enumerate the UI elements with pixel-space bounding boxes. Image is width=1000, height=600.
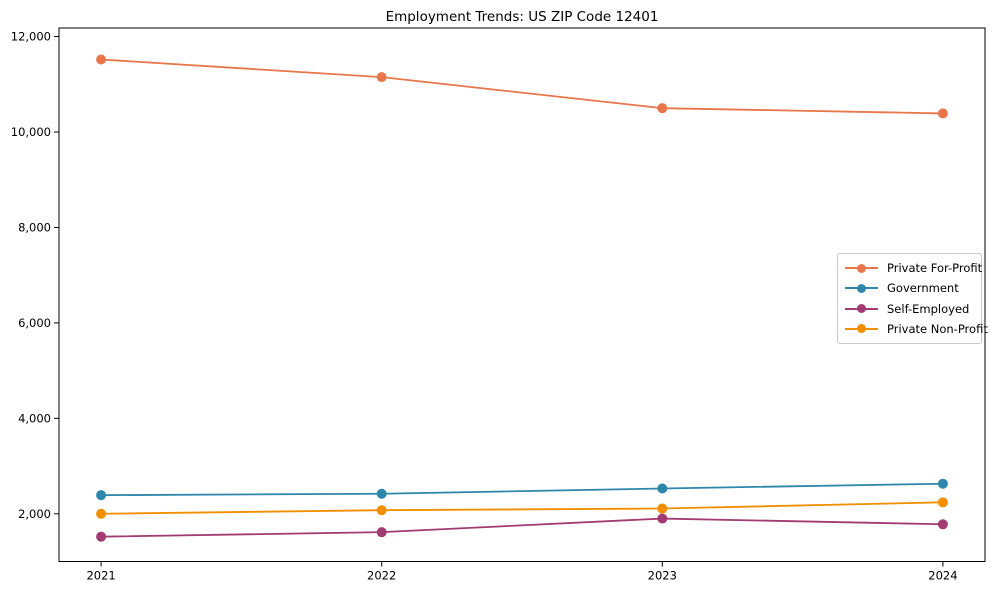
legend-label: Private For-Profit [887, 261, 983, 276]
data-point-private-for-profit-2021 [96, 54, 107, 65]
y-axis-tick-label: 4,000 [18, 411, 51, 425]
legend-label: Self-Employed [887, 301, 970, 316]
x-axis-tick-label: 2022 [367, 569, 396, 583]
legend-marker-self-employed [845, 303, 878, 314]
data-point-self-employed-2024 [937, 519, 948, 530]
series-line-government [101, 482, 943, 497]
legend-item-government: Government [845, 278, 977, 298]
data-point-government-2024 [937, 478, 948, 489]
x-axis-tick-label: 2024 [928, 569, 957, 583]
data-point-self-employed-2023 [657, 513, 668, 524]
y-axis-tick-label: 8,000 [18, 220, 51, 234]
x-axis-tick-label: 2021 [86, 569, 115, 583]
data-point-private-for-profit-2024 [937, 108, 948, 119]
legend-dot-swatch [857, 304, 866, 314]
legend-label: Government [887, 281, 959, 296]
data-point-private-for-profit-2023 [657, 103, 668, 114]
legend-dot-swatch [857, 324, 866, 334]
y-axis-tick-label: 2,000 [18, 507, 51, 521]
legend-marker-private-non-profit [845, 323, 878, 334]
legend-dot-swatch [857, 283, 866, 293]
data-point-self-employed-2021 [96, 531, 107, 542]
data-point-private-for-profit-2022 [376, 72, 387, 83]
plot-border [58, 27, 986, 562]
legend-marker-private-for-profit [845, 263, 878, 274]
data-point-government-2022 [376, 488, 387, 499]
y-axis-tick-label: 10,000 [11, 125, 51, 139]
data-point-government-2021 [96, 490, 107, 501]
y-axis-tick-label: 12,000 [11, 30, 51, 44]
legend-dot-swatch [857, 263, 866, 273]
chart-title: Employment Trends: US ZIP Code 12401 [385, 9, 659, 25]
data-point-private-non-profit-2021 [96, 508, 107, 519]
x-axis-tick-label: 2023 [648, 569, 677, 583]
chart-legend: Private For-Profit Government Self-Employe… [837, 253, 988, 344]
data-point-self-employed-2022 [376, 527, 387, 538]
series-line-private-for-profit [101, 58, 943, 115]
data-point-government-2023 [657, 483, 668, 494]
legend-label: Private Non-Profit [887, 321, 988, 336]
y-axis-tick-label: 6,000 [18, 316, 51, 330]
series-line-private-non-profit [101, 501, 943, 515]
legend-item-self-employed: Self-Employed [845, 299, 977, 319]
data-point-private-non-profit-2023 [657, 503, 668, 514]
legend-marker-government [845, 283, 878, 294]
legend-item-private-non-profit: Private Non-Profit [845, 319, 988, 339]
data-point-private-non-profit-2024 [937, 497, 948, 508]
series-line-self-employed [101, 517, 943, 538]
data-point-private-non-profit-2022 [376, 505, 387, 516]
legend-item-private-for-profit: Private For-Profit [845, 258, 982, 278]
